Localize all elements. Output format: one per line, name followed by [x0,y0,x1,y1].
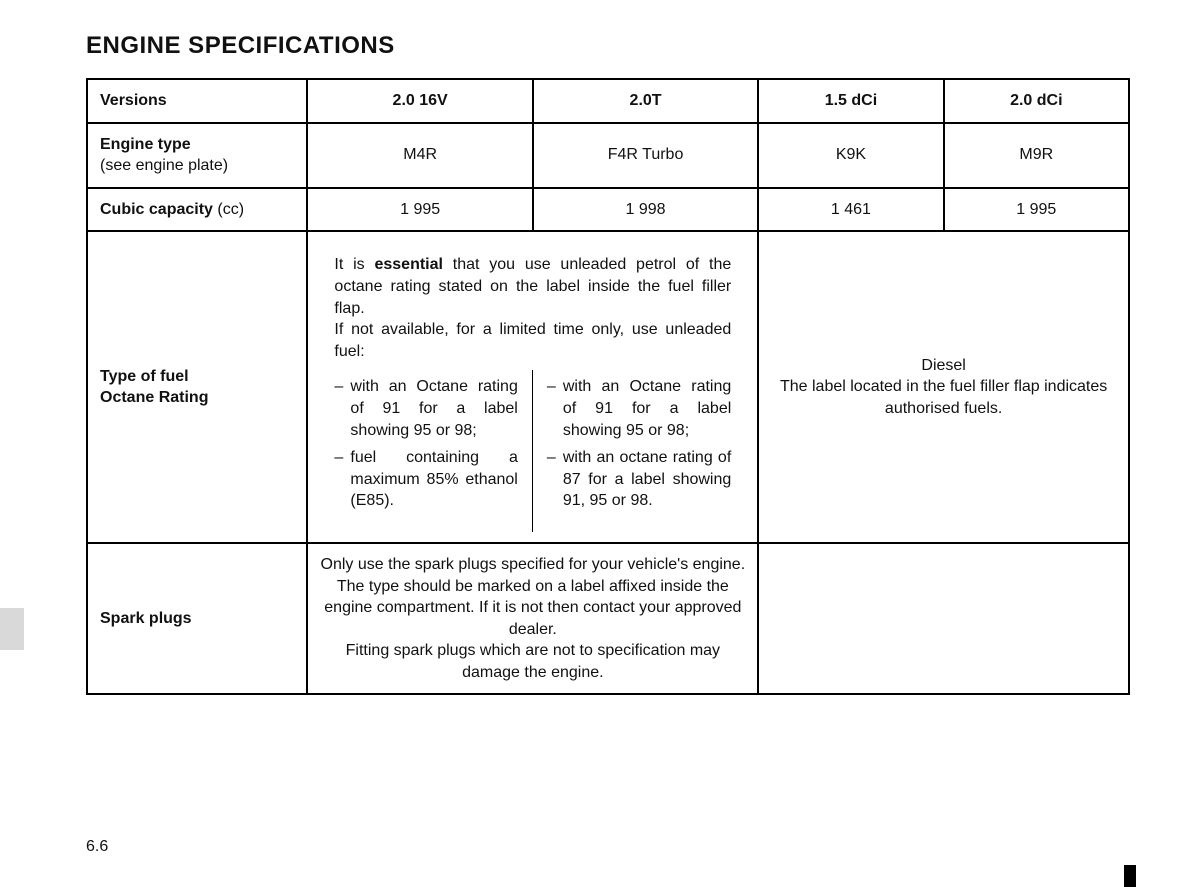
fuel-petrol-intro: It is essential that you use unleaded pe… [320,242,745,370]
spark-label-cell: Spark plugs [87,543,307,695]
fuel-label-line1: Type of fuel [100,368,189,385]
col-header: 1.5 dCi [758,79,943,123]
engine-type-value: K9K [758,123,943,188]
cubic-capacity-value: 1 998 [533,188,758,232]
page-number: 6.6 [86,838,108,856]
corner-mark [1124,865,1136,887]
engine-type-value: M4R [307,123,532,188]
cubic-capacity-value: 1 995 [307,188,532,232]
table-row: Engine type (see engine plate) M4R F4R T… [87,123,1129,188]
spec-table: Versions 2.0 16V 2.0T 1.5 dCi 2.0 dCi En… [86,78,1130,695]
fuel-label-line2: Octane Rating [100,389,208,406]
fuel-diesel-line1: Diesel [771,355,1116,377]
cubic-capacity-value: 1 461 [758,188,943,232]
spark-label: Spark plugs [100,610,192,627]
engine-type-value: F4R Turbo [533,123,758,188]
fuel-right-list: –with an Octane rating of 91 for a label… [547,376,731,512]
engine-type-sublabel: (see engine plate) [100,157,228,174]
table-row: Type of fuel Octane Rating It is essenti… [87,231,1129,543]
fuel-left-list: –with an Octane rating of 91 for a label… [334,376,517,512]
engine-type-value: M9R [944,123,1129,188]
fuel-label-cell: Type of fuel Octane Rating [87,231,307,543]
table-row: Spark plugs Only use the spark plugs spe… [87,543,1129,695]
col-header: 2.0 dCi [944,79,1129,123]
spark-empty-cell [758,543,1129,695]
table-row: Versions 2.0 16V 2.0T 1.5 dCi 2.0 dCi [87,79,1129,123]
col-header: 2.0T [533,79,758,123]
col-header: 2.0 16V [307,79,532,123]
page-title: ENGINE SPECIFICATIONS [86,32,1130,60]
versions-label-cell: Versions [87,79,307,123]
fuel-diesel-line2: The label located in the fuel filler fla… [771,376,1116,419]
engine-type-label-cell: Engine type (see engine plate) [87,123,307,188]
side-tab [0,608,24,650]
cubic-capacity-unit: (cc) [213,201,244,218]
cubic-capacity-value: 1 995 [944,188,1129,232]
fuel-petrol-col-right: –with an Octane rating of 91 for a label… [533,370,745,532]
cubic-capacity-label: Cubic capacity [100,201,213,218]
table-row: Cubic capacity (cc) 1 995 1 998 1 461 1 … [87,188,1129,232]
fuel-diesel-cell: Diesel The label located in the fuel fil… [758,231,1129,543]
spark-text-cell: Only use the spark plugs specified for y… [307,543,758,695]
cubic-capacity-label-cell: Cubic capacity (cc) [87,188,307,232]
versions-label: Versions [100,92,167,109]
engine-type-label: Engine type [100,136,191,153]
fuel-petrol-cell: It is essential that you use unleaded pe… [307,231,758,543]
fuel-petrol-col-left: –with an Octane rating of 91 for a label… [320,370,532,532]
